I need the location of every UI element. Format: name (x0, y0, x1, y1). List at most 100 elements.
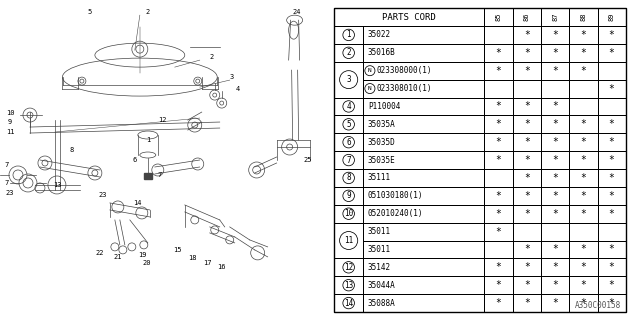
Text: *: * (524, 191, 530, 201)
Bar (484, 223, 513, 241)
Text: 6: 6 (346, 138, 351, 147)
Bar (569, 8, 598, 26)
Text: *: * (524, 280, 530, 290)
Text: *: * (495, 262, 501, 272)
Text: *: * (524, 155, 530, 165)
Bar (598, 241, 626, 258)
Text: 35044A: 35044A (368, 281, 396, 290)
Text: 052010240(1): 052010240(1) (368, 209, 424, 218)
Text: *: * (495, 48, 501, 58)
Bar (541, 294, 569, 312)
Text: 88: 88 (580, 13, 586, 21)
Text: *: * (609, 30, 614, 40)
Bar (513, 116, 541, 133)
Bar (335, 258, 363, 276)
Bar (484, 294, 513, 312)
Bar (484, 133, 513, 151)
Bar (541, 223, 569, 241)
Text: *: * (552, 191, 558, 201)
Text: 35011: 35011 (368, 245, 391, 254)
Bar (335, 133, 363, 151)
Text: 13: 13 (344, 281, 353, 290)
Text: 1: 1 (346, 30, 351, 39)
Text: *: * (580, 244, 586, 254)
Text: *: * (552, 30, 558, 40)
Bar (513, 187, 541, 205)
Bar (569, 187, 598, 205)
Bar (513, 62, 541, 80)
Text: 13: 13 (52, 182, 61, 188)
Bar (541, 205, 569, 223)
Text: 3: 3 (346, 75, 351, 84)
Bar (598, 8, 626, 26)
Bar (513, 241, 541, 258)
Text: 15: 15 (173, 247, 182, 253)
Bar (363, 241, 484, 258)
Text: 5: 5 (88, 9, 92, 15)
Text: P110004: P110004 (368, 102, 400, 111)
Bar (569, 80, 598, 98)
Bar (335, 44, 363, 62)
Bar (363, 62, 484, 80)
Bar (598, 80, 626, 98)
Bar (513, 26, 541, 44)
Text: *: * (524, 101, 530, 111)
Bar (484, 258, 513, 276)
Bar (569, 151, 598, 169)
Bar (598, 258, 626, 276)
Bar (598, 276, 626, 294)
Bar (363, 80, 484, 98)
Bar (569, 205, 598, 223)
Text: 85: 85 (495, 13, 501, 21)
Text: *: * (524, 119, 530, 129)
Text: *: * (609, 244, 614, 254)
Bar (541, 44, 569, 62)
Text: 18: 18 (189, 255, 197, 261)
Bar (569, 276, 598, 294)
Text: 35011: 35011 (368, 227, 391, 236)
Text: 10: 10 (344, 209, 353, 218)
Bar (598, 151, 626, 169)
Text: N: N (368, 86, 372, 91)
Bar (363, 26, 484, 44)
Text: 24: 24 (292, 9, 301, 15)
Bar (363, 133, 484, 151)
Bar (569, 133, 598, 151)
Text: *: * (552, 244, 558, 254)
Text: *: * (495, 101, 501, 111)
Bar (484, 98, 513, 116)
Bar (484, 62, 513, 80)
Text: 051030180(1): 051030180(1) (368, 191, 424, 200)
Bar (513, 258, 541, 276)
Text: *: * (524, 137, 530, 147)
Text: *: * (580, 209, 586, 219)
Text: N: N (368, 68, 372, 73)
Text: 12: 12 (159, 117, 167, 123)
Bar (513, 169, 541, 187)
Bar (541, 80, 569, 98)
Bar (569, 26, 598, 44)
Text: *: * (580, 298, 586, 308)
Bar (335, 276, 363, 294)
Text: *: * (524, 66, 530, 76)
Bar (541, 151, 569, 169)
Bar (513, 8, 541, 26)
Text: *: * (495, 66, 501, 76)
Text: 7: 7 (5, 180, 9, 186)
Bar (335, 116, 363, 133)
Text: *: * (552, 280, 558, 290)
Text: 23: 23 (99, 192, 107, 198)
Bar (513, 223, 541, 241)
Text: *: * (609, 209, 614, 219)
Text: *: * (552, 262, 558, 272)
Text: *: * (580, 280, 586, 290)
Bar (541, 116, 569, 133)
Bar (335, 294, 363, 312)
Text: 87: 87 (552, 13, 558, 21)
Text: *: * (552, 101, 558, 111)
Text: *: * (552, 209, 558, 219)
Text: *: * (552, 119, 558, 129)
Bar (484, 116, 513, 133)
Text: 8: 8 (70, 147, 74, 153)
Bar (363, 116, 484, 133)
